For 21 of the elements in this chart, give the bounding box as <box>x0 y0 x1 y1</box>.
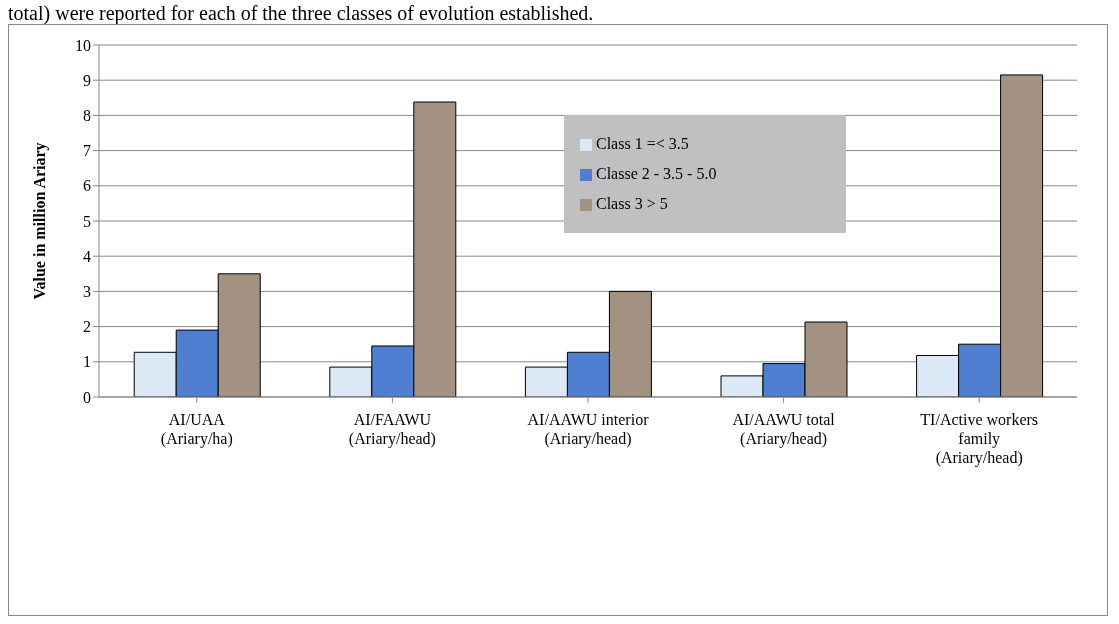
y-tick-label: 6 <box>83 177 91 195</box>
y-tick-label: 7 <box>83 142 91 160</box>
x-tick-label: TI/Active workers family (Ariary/head) <box>920 411 1039 467</box>
y-tick-label: 8 <box>83 107 91 125</box>
y-tick-label: 5 <box>83 212 91 230</box>
y-tick-label: 0 <box>83 388 91 406</box>
y-tick-label: 4 <box>83 247 91 265</box>
y-tick-label: 9 <box>83 71 91 89</box>
y-axis-title: Value in million Ariary <box>30 142 49 300</box>
legend-label: Class 1 =< 3.5 <box>596 135 689 152</box>
text: total) were reported for each of the three classes of evolution established. <box>8 2 595 24</box>
x-tick-label: AI/AAWU interior (Ariary/head) <box>527 411 650 448</box>
legend-label: Classe 2 - 3.5 - 5.0 <box>596 165 717 182</box>
legend-label: Class 3 > 5 <box>596 195 668 212</box>
x-tick-label: AI/FAAWU (Ariary/head) <box>348 411 436 448</box>
y-tick-label: 1 <box>83 353 91 371</box>
x-tick-label: AI/AAWU total (Ariary/head) <box>732 411 836 448</box>
x-tick-label: AI/UAA (Ariary/ha) <box>160 411 233 448</box>
y-tick-label: 10 <box>75 36 91 54</box>
y-tick-label: 3 <box>83 283 91 301</box>
y-tick-label: 2 <box>83 318 91 336</box>
